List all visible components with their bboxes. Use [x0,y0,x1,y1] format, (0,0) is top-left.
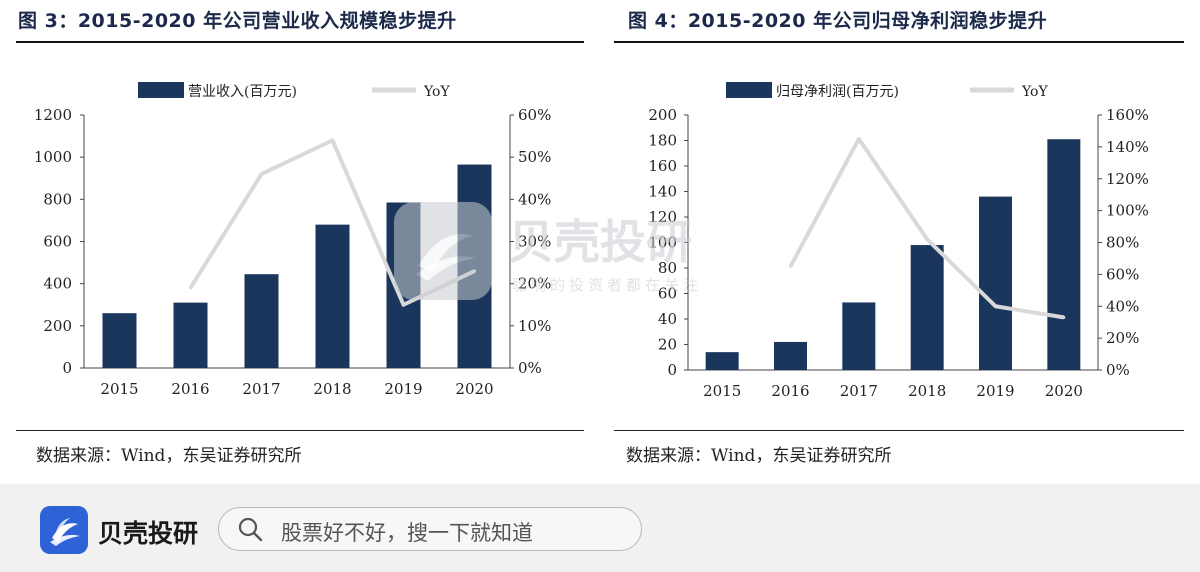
figure-4-bottom-rule [614,430,1184,431]
yoy-point-2017 [260,172,263,176]
y-left-tick-label: 0 [62,359,72,377]
x-tick-label: 2019 [384,380,422,398]
y-right-tick-label: 60% [1106,265,1139,283]
search-icon[interactable] [237,516,263,542]
y-right-tick-label: 80% [1106,234,1139,252]
y-right-tick-label: 30% [518,233,551,251]
y-left-tick-label: 1200 [34,106,72,124]
y-left-tick-label: 120 [648,208,677,226]
y-right-tick-label: 100% [1106,202,1149,220]
legend-bar-label: 归母净利润(百万元) [776,83,899,100]
bar-2019 [979,196,1012,370]
yoy-point-2020 [473,269,476,273]
y-left-tick-label: 100 [648,234,677,252]
y-right-tick-label: 60% [518,106,551,124]
y-right-tick-label: 40% [1106,297,1139,315]
app-name[interactable]: 贝壳投研 [98,519,199,548]
bar-2020 [457,164,492,368]
y-right-tick-label: 20% [518,275,551,293]
yoy-point-2020 [1062,315,1066,319]
legend-line-label: YoY [423,84,450,100]
x-tick-label: 2020 [1045,382,1083,400]
legend-line-label: YoY [1021,84,1048,100]
x-tick-label: 2016 [771,382,809,400]
app-logo-icon[interactable] [40,506,88,554]
revenue-chart: 营业收入(百万元) YoY 0 200 400 600 800 1000 1200 0% 10% 20… [34,82,551,398]
y-left-tick-label: 400 [43,275,72,293]
yoy-point-2016 [189,286,192,290]
x-tick-label: 2018 [313,380,351,398]
x-tick-label: 2015 [100,380,138,398]
y-right-tick-label: 20% [1106,329,1139,347]
bar-2016 [173,302,208,368]
y-left-tick-label: 60 [658,285,677,303]
figure-3-bottom-rule [16,430,584,431]
yoy-point-2019 [402,303,405,307]
y-right-tick-label: 140% [1106,138,1149,156]
bar-2017 [842,302,876,370]
y-left-tick-label: 40 [658,310,677,328]
figure-3-source: 数据来源：Wind，东吴证券研究所 [36,446,302,466]
y-right-tick-label: 10% [518,317,551,335]
bar-2018 [910,245,944,370]
y-left-tick-label: 600 [43,233,72,251]
y-left-tick-label: 180 [648,132,677,150]
yoy-point-2018 [331,138,334,142]
x-tick-label: 2020 [455,380,493,398]
yoy-point-2019 [994,304,997,308]
x-tick-label: 2018 [908,382,946,400]
y-right-tick-label: 40% [518,190,551,208]
yoy-point-2018 [925,237,929,241]
bottom-bar: 贝壳投研 股票好不好，搜一下就知道 [0,484,1200,572]
bar-2017 [244,274,279,368]
x-tick-label: 2015 [703,382,741,400]
figure-3-top-rule [16,41,584,43]
bar-2020 [1047,139,1081,370]
bar-2015 [705,352,739,370]
y-right-tick-label: 0% [1106,361,1130,379]
y-right-tick-label: 50% [518,148,551,166]
x-tick-label: 2019 [976,382,1014,400]
figure-4-title: 图 4：2015-2020 年公司归母净利润稳步提升 [628,10,1048,32]
figure-3-title: 图 3：2015-2020 年公司营业收入规模稳步提升 [18,10,457,32]
x-tick-label: 2017 [840,382,878,400]
net-profit-chart: 归母净利润(百万元) YoY 0 20 40 60 80 100 120 140 160 180 200… [648,82,1149,400]
x-tick-label: 2017 [242,380,280,398]
figure-3-panel: 图 3：2015-2020 年公司营业收入规模稳步提升 营业收入(百万元) YoY… [0,0,600,484]
search-input[interactable]: 股票好不好，搜一下就知道 [218,507,642,551]
y-right-tick-label: 0% [518,359,542,377]
figure-4-panel: 图 4：2015-2020 年公司归母净利润稳步提升 归母净利润(百万元) YoY… [600,0,1200,484]
legend-bar-label: 营业收入(百万元) [188,84,297,100]
legend-bar-swatch [726,82,772,98]
y-left-tick-label: 200 [43,317,72,335]
y-left-tick-label: 200 [648,106,677,124]
y-left-tick-label: 140 [648,183,677,201]
y-left-tick-label: 800 [43,190,72,208]
yoy-point-2016 [789,264,792,268]
y-left-tick-label: 80 [658,259,677,277]
y-left-tick-label: 1000 [34,148,72,166]
legend-bar-swatch [138,82,184,98]
bar-2015 [102,313,137,368]
figure-4-source: 数据来源：Wind，东吴证券研究所 [626,446,892,466]
y-left-tick-label: 20 [658,336,677,354]
bar-2018 [315,224,350,368]
y-right-tick-label: 160% [1106,106,1149,124]
bar-2016 [774,341,807,370]
y-right-tick-label: 120% [1106,170,1149,188]
x-tick-label: 2016 [171,380,209,398]
bar-2019 [386,202,421,368]
search-placeholder: 股票好不好，搜一下就知道 [281,521,533,545]
y-left-tick-label: 160 [648,157,677,175]
yoy-point-2017 [857,137,861,141]
figure-4-top-rule [614,41,1184,43]
y-left-tick-label: 0 [667,361,677,379]
